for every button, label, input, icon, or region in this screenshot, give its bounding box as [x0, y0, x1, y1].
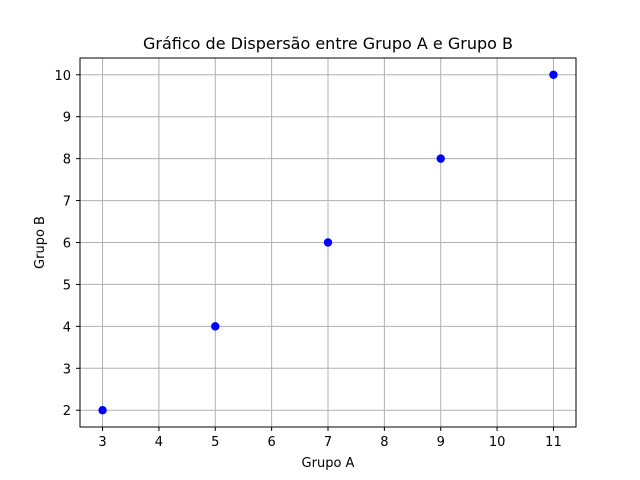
x-axis-label: Grupo A — [302, 456, 355, 471]
data-point — [436, 154, 445, 163]
y-tick-label: 7 — [63, 195, 71, 210]
x-tick-label: 5 — [211, 435, 219, 450]
y-axis: 2 3 4 5 6 7 8 9 10 — [54, 69, 80, 419]
x-tick-label: 4 — [155, 435, 163, 450]
data-points — [98, 70, 558, 415]
x-tick-label: 9 — [437, 435, 445, 450]
y-axis-label: Grupo B — [33, 216, 48, 269]
y-tick-label: 3 — [63, 362, 71, 377]
data-point — [549, 70, 558, 79]
data-point — [323, 238, 333, 247]
data-point — [98, 406, 107, 415]
y-tick-label: 4 — [63, 320, 71, 335]
y-tick-label: 5 — [63, 278, 71, 293]
data-point — [211, 322, 220, 331]
chart-title: Gráfico de Dispersão entre Grupo A e Gru… — [143, 34, 513, 53]
y-tick-label: 8 — [63, 153, 71, 168]
x-tick-label: 6 — [267, 435, 275, 450]
y-tick-label: 6 — [63, 237, 71, 252]
x-tick-label: 8 — [380, 435, 388, 450]
x-tick-label: 3 — [98, 435, 106, 450]
x-tick-label: 7 — [324, 435, 332, 450]
x-tick-label: 11 — [545, 435, 562, 450]
y-tick-label: 2 — [63, 404, 71, 419]
x-tick-label: 10 — [489, 435, 506, 450]
y-tick-label: 9 — [63, 111, 71, 126]
y-tick-label: 10 — [54, 69, 71, 84]
x-axis: 3 4 5 6 7 8 9 10 11 — [98, 427, 562, 450]
